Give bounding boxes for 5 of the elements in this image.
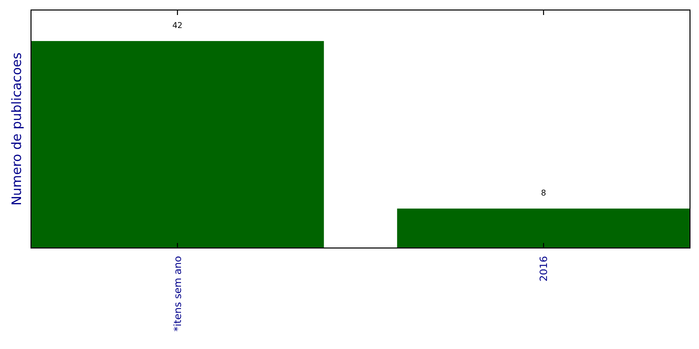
x-tick-label: *itens sem ano [172, 256, 184, 332]
y-axis-title: Numero de publicacoes [10, 52, 25, 206]
data-label: 8 [541, 188, 546, 198]
x-tick-label: 2016 [539, 256, 550, 282]
data-label: 42 [172, 21, 183, 30]
